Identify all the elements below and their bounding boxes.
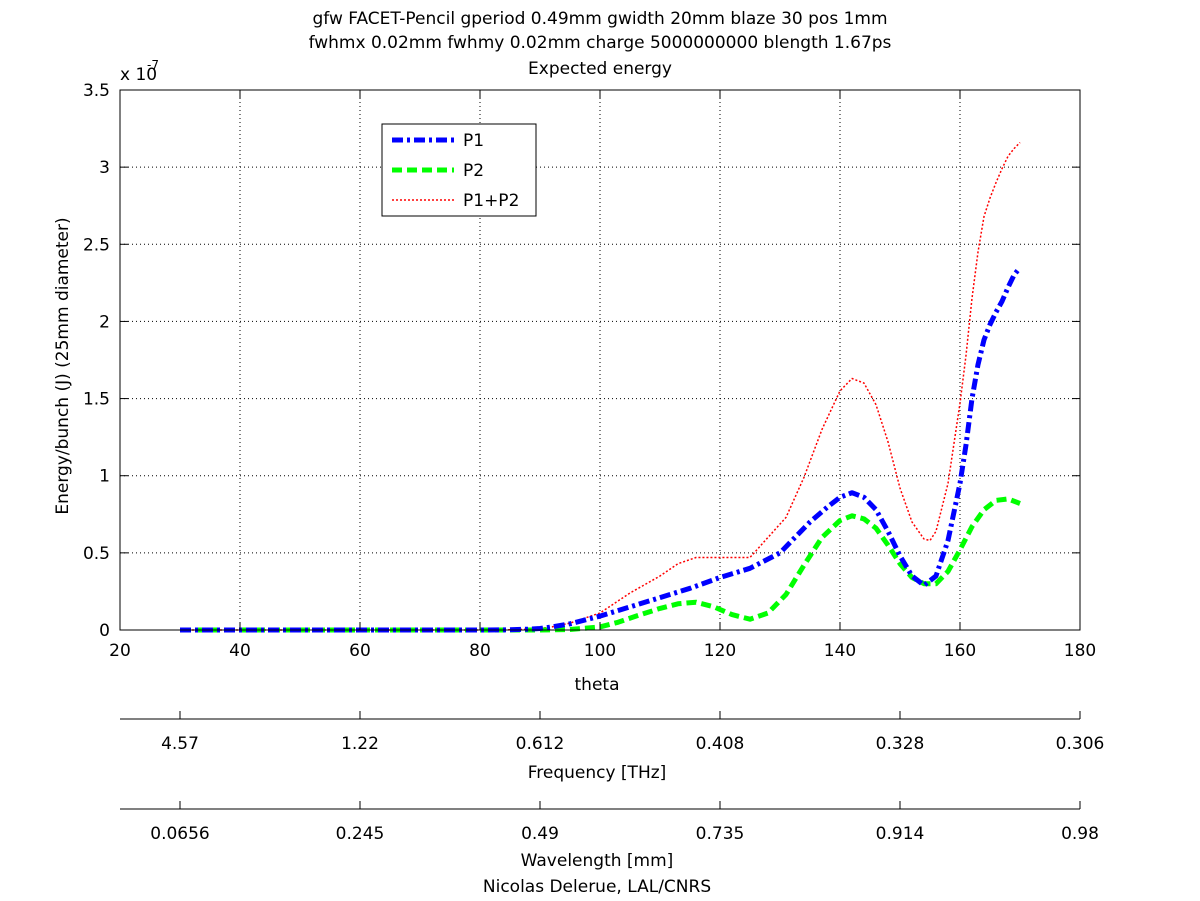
title-line-3: Expected energy [528, 59, 672, 79]
wavelength-axis-ticks: 0.0656 0.245 0.49 0.735 0.914 0.98 [150, 801, 1099, 844]
x-tick-label: 120 [704, 641, 736, 661]
chart-title: gfw FACET-Pencil gperiod 0.49mm gwidth 2… [309, 9, 892, 79]
y-axis-label: Energy/bunch (J) (25mm diameter) [53, 217, 73, 514]
x-axis-ticks: 20 40 60 80 100 120 140 160 180 [109, 90, 1096, 661]
grid-lines [120, 90, 1080, 630]
frequency-axis: 4.57 1.22 0.612 0.408 0.328 0.306 Frequency [… [120, 711, 1104, 783]
y-tick-label: 2 [99, 312, 110, 332]
y-tick-label: 1 [99, 467, 110, 487]
y-multiplier-base: x 10 [120, 65, 157, 85]
x-tick-label: 40 [229, 641, 251, 661]
frequency-axis-label: Frequency [THz] [528, 763, 667, 783]
y-multiplier: x 10 -7 [120, 58, 159, 85]
x-tick-label: 100 [584, 641, 616, 661]
frequency-tick-label: 1.22 [341, 734, 379, 754]
frequency-axis-ticks: 4.57 1.22 0.612 0.408 0.328 0.306 [161, 711, 1104, 754]
frequency-tick-label: 0.612 [516, 734, 565, 754]
x-tick-label: 60 [349, 641, 371, 661]
frequency-tick-label: 0.306 [1056, 734, 1105, 754]
y-tick-label: 1.5 [83, 390, 110, 410]
x-axis-label: theta [575, 675, 620, 695]
y-axis-ticks: 0 0.5 1 1.5 2 2.5 3 3.5 [83, 81, 1080, 641]
x-tick-label: 160 [944, 641, 976, 661]
wavelength-tick-label: 0.914 [876, 824, 925, 844]
wavelength-axis-label: Wavelength [mm] [521, 851, 674, 871]
x-tick-label: 20 [109, 641, 131, 661]
x-tick-label: 80 [469, 641, 491, 661]
y-tick-label: 0.5 [83, 544, 110, 564]
wavelength-tick-label: 0.98 [1061, 824, 1099, 844]
y-tick-label: 3 [99, 158, 110, 178]
frequency-tick-label: 4.57 [161, 734, 199, 754]
y-tick-label: 2.5 [83, 235, 110, 255]
legend: P1 P2 P1+P2 [381, 123, 537, 217]
frequency-tick-label: 0.328 [876, 734, 925, 754]
wavelength-tick-label: 0.245 [336, 824, 385, 844]
footer-credit: Nicolas Delerue, LAL/CNRS [483, 877, 711, 897]
title-line-1: gfw FACET-Pencil gperiod 0.49mm gwidth 2… [312, 9, 887, 29]
wavelength-tick-label: 0.0656 [150, 824, 209, 844]
y-tick-label: 3.5 [83, 81, 110, 101]
wavelength-tick-label: 0.735 [696, 824, 745, 844]
y-multiplier-exponent: -7 [147, 58, 159, 72]
wavelength-axis: 0.0656 0.245 0.49 0.735 0.914 0.98 Wavelength… [120, 801, 1099, 871]
title-line-2: fwhmx 0.02mm fwhmy 0.02mm charge 5000000… [309, 33, 892, 53]
x-tick-label: 140 [824, 641, 856, 661]
wavelength-tick-label: 0.49 [521, 824, 559, 844]
legend-label-p1: P1 [463, 131, 484, 151]
x-tick-label: 180 [1064, 641, 1096, 661]
frequency-tick-label: 0.408 [696, 734, 745, 754]
y-tick-label: 0 [99, 621, 110, 641]
legend-label-p1p2: P1+P2 [463, 191, 519, 211]
legend-label-p2: P2 [463, 161, 484, 181]
